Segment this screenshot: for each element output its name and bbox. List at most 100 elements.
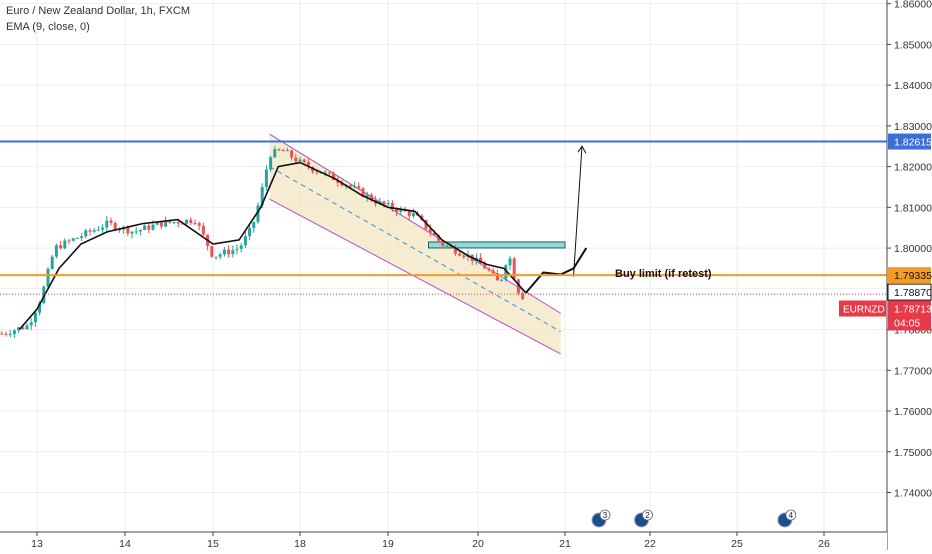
candle-body (277, 149, 281, 151)
price-tick-label: 1.81000 (894, 202, 932, 214)
candle-body (168, 220, 172, 223)
candle-body (336, 180, 340, 183)
candle-body (382, 201, 386, 205)
candle-body (285, 150, 289, 152)
candle-body (399, 208, 403, 212)
price-tick-label: 1.85000 (894, 39, 932, 51)
candle-body (231, 250, 235, 255)
candle-body (512, 258, 516, 280)
candle-body (323, 172, 327, 174)
date-tick-label: 18 (294, 538, 306, 550)
candle-body (353, 186, 357, 188)
candle-body (67, 240, 71, 242)
candle-body (235, 249, 239, 251)
candle-body (516, 279, 520, 294)
candle-body (378, 201, 382, 204)
candle-body (432, 232, 436, 236)
candle-body (294, 157, 298, 162)
candle-body (390, 202, 394, 209)
candle-body (138, 229, 142, 232)
arrow-head-icon (577, 145, 587, 154)
date-tick-label: 22 (644, 538, 656, 550)
supply-zone-rect[interactable] (428, 241, 566, 249)
candle-body (340, 182, 344, 186)
candle-body (176, 222, 180, 224)
candle-body (59, 245, 63, 249)
candle-body (134, 231, 138, 233)
price-tick-label: 1.76000 (894, 406, 932, 418)
support-price-label: 1.79335 (894, 270, 932, 282)
candle-body (462, 255, 466, 257)
candle-body (155, 222, 159, 225)
channel-lower-line[interactable] (269, 198, 561, 355)
candle-body (445, 245, 449, 247)
candle-body (483, 263, 487, 269)
candle-body (315, 171, 319, 173)
candle-body (46, 268, 50, 287)
symbol-tag-bg (839, 300, 886, 317)
candle-body (495, 273, 499, 281)
event-count-badge (599, 509, 611, 521)
support-price-label-bg (888, 267, 931, 284)
candle-body (117, 229, 121, 231)
close-price-label-bg (888, 284, 931, 301)
date-tick-label: 25 (731, 538, 743, 550)
candle-body (453, 246, 457, 254)
candle-body (428, 228, 432, 233)
projection-arrow[interactable] (573, 146, 583, 277)
candle-body (113, 222, 117, 230)
candle-body (369, 194, 373, 201)
candle-body (193, 222, 197, 224)
candle-body (50, 256, 54, 269)
candle-body (424, 219, 428, 229)
candle-body (159, 222, 163, 227)
candle-body (4, 333, 8, 335)
candle-body (63, 240, 67, 249)
candle-body (80, 236, 84, 238)
resistance-price-label: 1.82615 (894, 137, 932, 149)
candle-body (29, 322, 33, 326)
event-count-label: 3 (603, 511, 608, 520)
ema-line[interactable] (18, 161, 527, 331)
candle-body (357, 186, 361, 189)
candle-body (407, 211, 411, 217)
candle-body (264, 169, 268, 187)
channel-upper-line[interactable] (269, 133, 561, 314)
candle-body (269, 157, 273, 170)
candle-body (109, 220, 113, 223)
symbol-tag-label: EURNZD (843, 305, 885, 316)
candle-body (227, 249, 231, 255)
time-axis[interactable] (0, 532, 887, 550)
candle-body (491, 270, 495, 274)
candle-body (306, 162, 310, 168)
candle-body (172, 222, 176, 224)
candle-body (411, 213, 415, 217)
candle-body (273, 149, 277, 158)
candle-body (298, 159, 302, 162)
candle-body (197, 223, 201, 226)
candle-body (185, 219, 189, 224)
event-count-badge (642, 509, 653, 521)
candle-body (75, 237, 79, 239)
candle-body (71, 238, 75, 241)
candle-body (92, 230, 96, 232)
candle-body (101, 227, 105, 230)
date-tick-label: 26 (818, 538, 830, 550)
candle-body (332, 173, 336, 181)
candle-body (151, 224, 155, 230)
candle-body (500, 279, 504, 281)
candle-body (260, 186, 264, 206)
candle-body (327, 172, 331, 174)
candle-body (281, 150, 285, 152)
candle-body (38, 303, 42, 313)
current-price-label: 1.78713 (894, 304, 932, 316)
candle-body (252, 221, 256, 229)
candle-body (0, 333, 4, 335)
candle-body (365, 194, 369, 197)
candle-body (25, 325, 29, 330)
price-tick-label: 1.80000 (894, 243, 932, 255)
price-tick-label: 1.77000 (894, 365, 932, 377)
candle-body (222, 249, 226, 255)
